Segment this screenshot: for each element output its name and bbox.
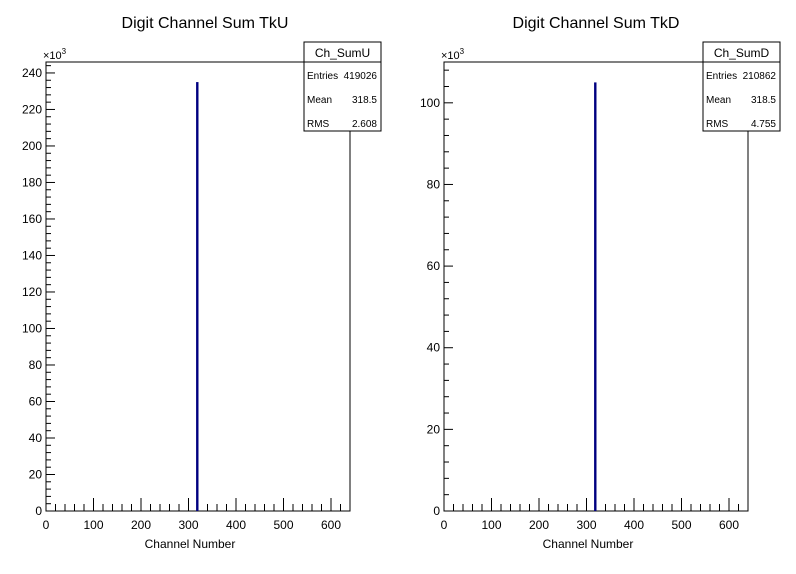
y-tick-label: 60 (427, 259, 441, 273)
x-tick-label: 300 (178, 518, 198, 532)
x-tick-label: 500 (671, 518, 691, 532)
x-tick-label: 0 (441, 518, 448, 532)
stats-value: 210862 (743, 71, 777, 82)
chart-title: Digit Channel Sum TkD (513, 15, 680, 32)
stats-box: Ch_SumD Entries 210862 Mean 318.5 RMS 4.755 (702, 41, 781, 132)
x-axis-label: Channel Number (543, 537, 634, 551)
y-tick-label: 80 (29, 358, 43, 372)
x-tick-label: 400 (226, 518, 246, 532)
histogram-bar (594, 82, 597, 511)
stats-value: 4.755 (751, 119, 776, 130)
stats-histogram-name: Ch_SumD (714, 46, 770, 60)
y-tick-label: 40 (29, 431, 43, 445)
x-tick-label: 200 (529, 518, 549, 532)
y-tick-label: 80 (427, 177, 441, 191)
y-tick-label: 40 (427, 341, 441, 355)
y-tick-label: 20 (427, 422, 441, 436)
x-tick-label: 100 (83, 518, 103, 532)
stats-box-frame (702, 41, 781, 132)
y-tick-label: 140 (22, 248, 42, 262)
stats-box: Ch_SumU Entries 419026 Mean 318.5 RMS 2.608 (303, 41, 382, 132)
y-multiplier-label: ×103 (441, 47, 465, 62)
stats-value: 318.5 (352, 95, 377, 106)
x-tick-label: 100 (481, 518, 501, 532)
histogram-bar (196, 82, 199, 511)
y-tick-label: 200 (22, 139, 42, 153)
x-tick-label: 200 (131, 518, 151, 532)
y-tick-label: 120 (22, 285, 42, 299)
y-tick-label: 0 (433, 504, 440, 518)
y-tick-label: 60 (29, 394, 43, 408)
histogram-panel-1: Digit Channel Sum TkU ×103 0 20 40 60 80 100 120… (22, 15, 382, 551)
stats-label: RMS (307, 119, 330, 130)
stats-label: Entries (307, 71, 338, 82)
histogram-panel-2: Digit Channel Sum TkD ×103 0 20 40 60 80 100 0 10… (420, 15, 781, 551)
x-tick-label: 600 (719, 518, 739, 532)
stats-value: 2.608 (352, 119, 377, 130)
stats-value: 318.5 (751, 95, 776, 106)
y-tick-label: 20 (29, 467, 43, 481)
x-tick-label: 400 (624, 518, 644, 532)
x-tick-label: 600 (321, 518, 341, 532)
stats-label: Mean (307, 95, 332, 106)
x-tick-label: 0 (43, 518, 50, 532)
y-tick-label: 100 (22, 321, 42, 335)
y-tick-label: 240 (22, 66, 42, 80)
y-tick-label: 180 (22, 175, 42, 189)
y-tick-label: 220 (22, 102, 42, 116)
y-tick-label: 160 (22, 212, 42, 226)
x-axis-label: Channel Number (145, 537, 236, 551)
x-tick-label: 300 (576, 518, 596, 532)
stats-histogram-name: Ch_SumU (315, 46, 370, 60)
stats-box-frame (303, 41, 382, 132)
stats-value: 419026 (344, 71, 378, 82)
stats-label: Mean (706, 95, 731, 106)
chart-title: Digit Channel Sum TkU (122, 15, 289, 32)
y-tick-label: 100 (420, 96, 440, 110)
x-tick-label: 500 (273, 518, 293, 532)
stats-label: RMS (706, 119, 729, 130)
y-multiplier-label: ×103 (43, 47, 67, 62)
y-tick-label: 0 (35, 504, 42, 518)
stats-label: Entries (706, 71, 737, 82)
